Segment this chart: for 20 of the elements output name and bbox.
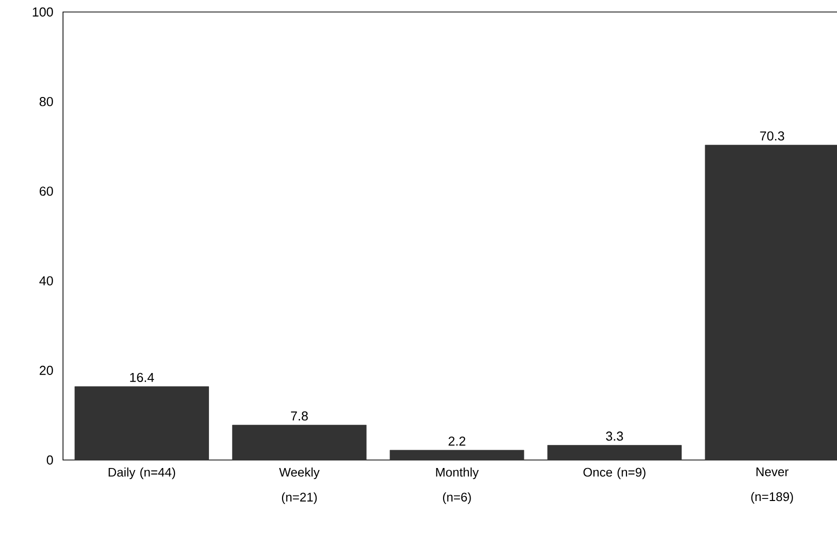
bar xyxy=(390,450,524,460)
category-label: Never (n=189) xyxy=(751,468,793,504)
data-label: 70.3 xyxy=(760,131,784,141)
y-tick-label: 0 xyxy=(46,455,53,465)
bar xyxy=(547,445,682,460)
bar xyxy=(74,386,209,460)
data-label: 16.4 xyxy=(130,372,154,382)
y-tick-label: 100 xyxy=(32,7,53,17)
bar xyxy=(232,424,367,460)
data-label: 3.3 xyxy=(606,432,623,441)
x-tick-label: Once (n=9) xyxy=(583,468,646,480)
y-tick-label: 40 xyxy=(39,276,53,286)
x-tick-label: Daily (n=44) xyxy=(108,468,176,480)
data-label: 7.8 xyxy=(291,411,308,421)
y-tick-label: 20 xyxy=(40,366,53,375)
y-tick-label: 60 xyxy=(40,186,53,196)
y-tick-label: 80 xyxy=(40,97,53,106)
x-tick-label: Monthly (n=6) xyxy=(436,468,479,504)
x-tick-label: Weekly (n=21) xyxy=(279,468,320,504)
data-label: 2.2 xyxy=(448,436,466,446)
